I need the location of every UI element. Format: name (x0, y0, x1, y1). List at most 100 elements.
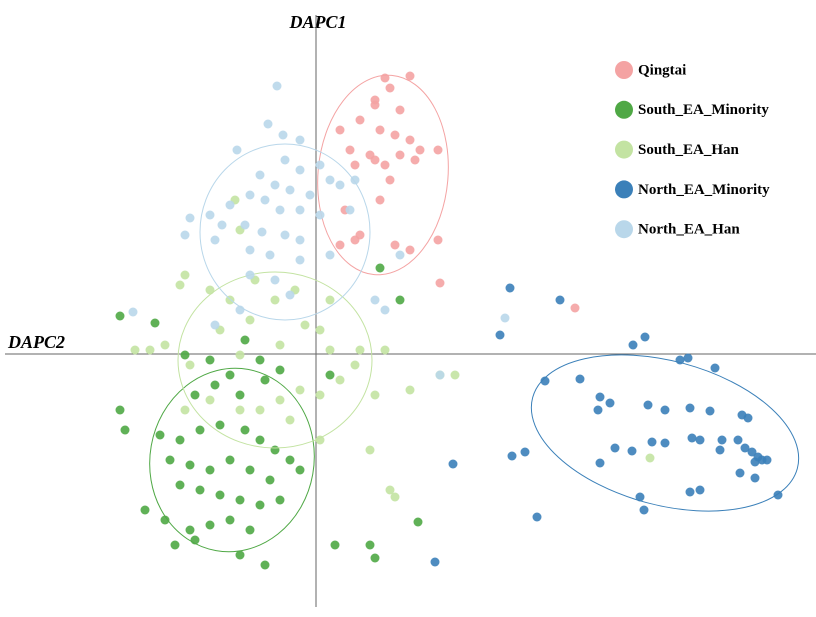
point (217, 220, 227, 230)
point (640, 332, 650, 342)
point (350, 360, 360, 370)
point (365, 540, 375, 550)
point (185, 525, 195, 535)
point (595, 458, 605, 468)
point (115, 405, 125, 415)
x-axis-title: DAPC2 (7, 332, 65, 352)
point (128, 307, 138, 317)
point (240, 335, 250, 345)
point (195, 425, 205, 435)
point (295, 135, 305, 145)
point (280, 155, 290, 165)
point (130, 345, 140, 355)
point (205, 210, 215, 220)
point (395, 150, 405, 160)
point (315, 210, 325, 220)
y-axis-title: DAPC1 (288, 12, 346, 32)
point (257, 227, 267, 237)
point (628, 340, 638, 350)
point (295, 385, 305, 395)
point (390, 492, 400, 502)
legend-marker (615, 180, 633, 199)
point (335, 125, 345, 135)
point (305, 190, 315, 200)
point (175, 280, 185, 290)
point (395, 105, 405, 115)
point (405, 385, 415, 395)
point (385, 175, 395, 185)
point (660, 438, 670, 448)
point (175, 480, 185, 490)
point (762, 455, 772, 465)
point (145, 345, 155, 355)
point (240, 220, 250, 230)
point (260, 560, 270, 570)
point (210, 235, 220, 245)
point (205, 465, 215, 475)
point (180, 350, 190, 360)
point (315, 325, 325, 335)
point (285, 455, 295, 465)
point (355, 345, 365, 355)
point (180, 405, 190, 415)
point (255, 170, 265, 180)
point (120, 425, 130, 435)
point (278, 130, 288, 140)
point (185, 360, 195, 370)
point (232, 145, 242, 155)
point (540, 376, 550, 386)
point (245, 270, 255, 280)
point (627, 446, 637, 456)
group-ellipse (530, 354, 800, 512)
point (390, 240, 400, 250)
point (647, 437, 657, 447)
point (210, 380, 220, 390)
point (593, 405, 603, 415)
point (495, 330, 505, 340)
point (683, 353, 693, 363)
point (285, 415, 295, 425)
point (380, 345, 390, 355)
point (275, 495, 285, 505)
point (270, 180, 280, 190)
point (325, 345, 335, 355)
group-ellipse (199, 143, 371, 321)
point (225, 370, 235, 380)
point (260, 195, 270, 205)
point (375, 263, 385, 273)
point (300, 320, 310, 330)
point (235, 405, 245, 415)
legend-label: South_EA_Han (638, 142, 740, 158)
point (643, 400, 653, 410)
point (717, 435, 727, 445)
point (350, 235, 360, 245)
point (380, 160, 390, 170)
point (450, 370, 460, 380)
point (695, 435, 705, 445)
point (715, 445, 725, 455)
point (315, 435, 325, 445)
series-group (128, 81, 510, 380)
point (500, 313, 510, 323)
point (275, 205, 285, 215)
point (705, 406, 715, 416)
point (210, 320, 220, 330)
point (280, 230, 290, 240)
point (270, 295, 280, 305)
point (225, 200, 235, 210)
point (433, 235, 443, 245)
point (575, 374, 585, 384)
point (405, 135, 415, 145)
point (235, 390, 245, 400)
series-group (115, 263, 423, 570)
point (215, 420, 225, 430)
point (215, 490, 225, 500)
point (285, 185, 295, 195)
point (295, 255, 305, 265)
point (225, 515, 235, 525)
point (245, 525, 255, 535)
point (605, 398, 615, 408)
point (235, 350, 245, 360)
point (710, 363, 720, 373)
